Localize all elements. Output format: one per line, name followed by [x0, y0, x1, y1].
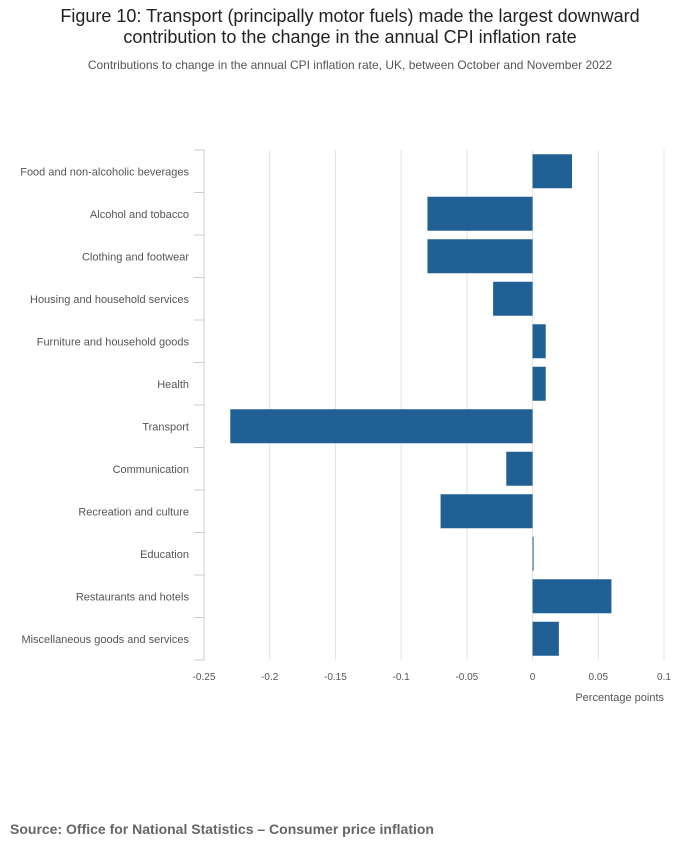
x-tick-label: 0.1 — [657, 672, 671, 683]
bar — [427, 196, 533, 231]
x-tick-label: 0.05 — [589, 672, 609, 683]
bar — [532, 579, 612, 614]
category-label: Recreation and culture — [78, 506, 189, 518]
category-label: Food and non-alcoholic beverages — [20, 166, 189, 178]
category-label: Communication — [113, 464, 189, 476]
category-label: Health — [157, 379, 189, 391]
bar — [440, 494, 533, 529]
chart-title-line-1: Figure 10: Transport (principally motor … — [60, 6, 640, 26]
bar — [427, 239, 533, 274]
bar — [230, 409, 533, 444]
x-tick-labels: -0.25 -0.2 -0.15 -0.1 -0.05 0 0.05 0.1 — [193, 672, 672, 683]
gridlines — [269, 150, 665, 660]
bars — [230, 154, 612, 656]
category-label: Transport — [142, 421, 189, 433]
bar — [532, 154, 572, 189]
bar — [532, 366, 546, 401]
x-tick-label: 0 — [530, 672, 536, 683]
category-label: Furniture and household goods — [37, 336, 190, 348]
category-label: Clothing and footwear — [82, 251, 189, 263]
x-tick-label: -0.1 — [393, 672, 411, 683]
x-tick-label: -0.2 — [261, 672, 279, 683]
category-label: Miscellaneous goods and services — [21, 634, 189, 646]
x-axis-label: Percentage points — [575, 692, 664, 704]
bar — [532, 536, 534, 571]
x-tick-label: -0.05 — [455, 672, 478, 683]
category-label: Alcohol and tobacco — [90, 209, 189, 221]
source-note: Source: Office for National Statistics –… — [10, 821, 434, 837]
x-tick-label: -0.25 — [193, 672, 216, 683]
category-label: Housing and household services — [30, 294, 189, 306]
category-label: Restaurants and hotels — [76, 591, 190, 603]
chart-title: Figure 10: Transport (principally motor … — [0, 6, 700, 48]
chart-title-line-2: contribution to the change in the annual… — [123, 27, 577, 47]
y-axis — [194, 149, 205, 661]
bar — [493, 281, 533, 316]
chart-subtitle: Contributions to change in the annual CP… — [87, 58, 613, 72]
bar — [506, 451, 533, 486]
category-label: Education — [140, 549, 189, 561]
bar-chart: Food and non-alcoholic beverages Alcohol … — [20, 149, 672, 704]
category-labels: Food and non-alcoholic beverages Alcohol … — [20, 166, 189, 646]
x-tick-label: -0.15 — [324, 672, 347, 683]
bar — [532, 324, 546, 359]
bar — [532, 621, 559, 656]
